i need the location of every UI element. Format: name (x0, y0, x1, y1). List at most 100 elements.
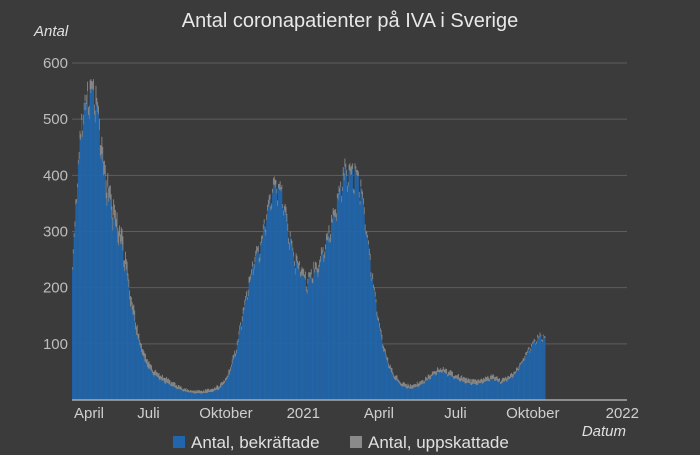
bar-estimated (447, 371, 449, 376)
bar-confirmed (179, 389, 181, 400)
bar-estimated (347, 181, 349, 187)
bar-confirmed (93, 114, 95, 401)
bar-confirmed (435, 375, 437, 400)
bar-estimated (510, 373, 511, 379)
bar-confirmed (216, 389, 218, 400)
bar-estimated (293, 251, 295, 257)
bar-confirmed (211, 392, 213, 400)
bar-confirmed (206, 393, 208, 400)
bar-confirmed (345, 169, 347, 400)
bar-confirmed (402, 386, 404, 400)
bar-estimated (86, 94, 88, 105)
bar-estimated (437, 368, 439, 373)
bar-confirmed (142, 355, 144, 400)
bar-estimated (410, 385, 412, 389)
bar-confirmed (194, 393, 196, 400)
bar-estimated (77, 183, 78, 188)
bar-estimated (235, 353, 237, 357)
bar-estimated (456, 375, 458, 379)
bar-estimated (148, 360, 150, 368)
bar-estimated (110, 194, 112, 210)
bar-estimated (183, 388, 185, 392)
bar-confirmed (537, 336, 538, 400)
bar-confirmed (403, 386, 405, 400)
bar-estimated (425, 376, 427, 381)
bar-confirmed (533, 341, 535, 400)
bar-confirmed (367, 238, 369, 400)
bar-confirmed (383, 351, 385, 400)
bar-confirmed (511, 378, 513, 400)
bar-estimated (406, 385, 408, 389)
bar-estimated (140, 343, 142, 353)
bar-estimated (507, 375, 509, 380)
bar-estimated (302, 268, 304, 277)
bar-estimated (322, 247, 324, 252)
bar-confirmed (239, 331, 241, 400)
bar-estimated (513, 371, 515, 376)
bar-confirmed (77, 163, 79, 400)
bar-confirmed (338, 191, 340, 400)
x-tick-label: Oktober (199, 405, 252, 422)
bar-confirmed (352, 169, 353, 400)
bar-estimated (488, 377, 490, 382)
bar-estimated (225, 377, 227, 381)
bar-estimated (257, 247, 258, 252)
bar-estimated (387, 357, 389, 363)
bar-confirmed (213, 391, 215, 400)
bar-confirmed (357, 176, 358, 400)
legend-label-confirmed: Antal, bekräftade (191, 433, 320, 452)
bar-estimated (276, 188, 278, 194)
bar-estimated (337, 193, 339, 200)
bar-estimated (342, 167, 344, 176)
bar-estimated (355, 166, 357, 172)
bar-confirmed (417, 387, 419, 400)
bar-estimated (240, 322, 242, 326)
bar-estimated (239, 325, 241, 332)
bar-confirmed (342, 175, 344, 400)
bar-confirmed (361, 194, 363, 400)
bar-confirmed (191, 392, 193, 400)
bar-estimated (466, 377, 468, 384)
x-tick-label: April (74, 405, 104, 422)
bar-confirmed (187, 392, 189, 400)
bar-estimated (407, 383, 409, 389)
bar-confirmed (362, 204, 364, 400)
bar-confirmed (429, 380, 431, 400)
bar-estimated (320, 256, 321, 262)
bar-confirmed (464, 383, 466, 400)
bar-estimated (362, 198, 364, 205)
bar-confirmed (232, 359, 234, 400)
bar-confirmed (255, 256, 257, 400)
bar-confirmed (356, 175, 358, 400)
bar-estimated (373, 284, 374, 289)
legend-label-estimated: Antal, uppskattade (368, 433, 509, 452)
bar-estimated (473, 378, 474, 384)
bar-estimated (360, 179, 362, 187)
bar-confirmed (427, 379, 429, 400)
bar-confirmed (389, 368, 390, 400)
bar-estimated (417, 383, 419, 388)
bar-confirmed (212, 392, 214, 400)
bar-estimated (278, 183, 280, 191)
bar-confirmed (336, 197, 338, 400)
bar-confirmed (176, 389, 178, 400)
bar-estimated (88, 105, 90, 120)
bar-estimated (251, 261, 253, 267)
bar-estimated (109, 186, 110, 198)
bar-estimated (172, 382, 173, 387)
bar-confirmed (245, 300, 247, 400)
bar-confirmed (331, 223, 333, 400)
bar-confirmed (354, 168, 356, 400)
bar-estimated (280, 187, 282, 192)
bar-estimated (436, 370, 437, 376)
bar-estimated (152, 371, 154, 376)
bar-estimated (104, 164, 106, 176)
bar-confirmed (188, 392, 189, 400)
bar-confirmed (90, 93, 92, 400)
bar-estimated (471, 379, 473, 386)
bar-estimated (270, 206, 272, 211)
bar-confirmed (249, 281, 251, 400)
bar-estimated (120, 227, 122, 242)
bar-confirmed (413, 387, 415, 400)
bar-estimated (494, 376, 496, 382)
